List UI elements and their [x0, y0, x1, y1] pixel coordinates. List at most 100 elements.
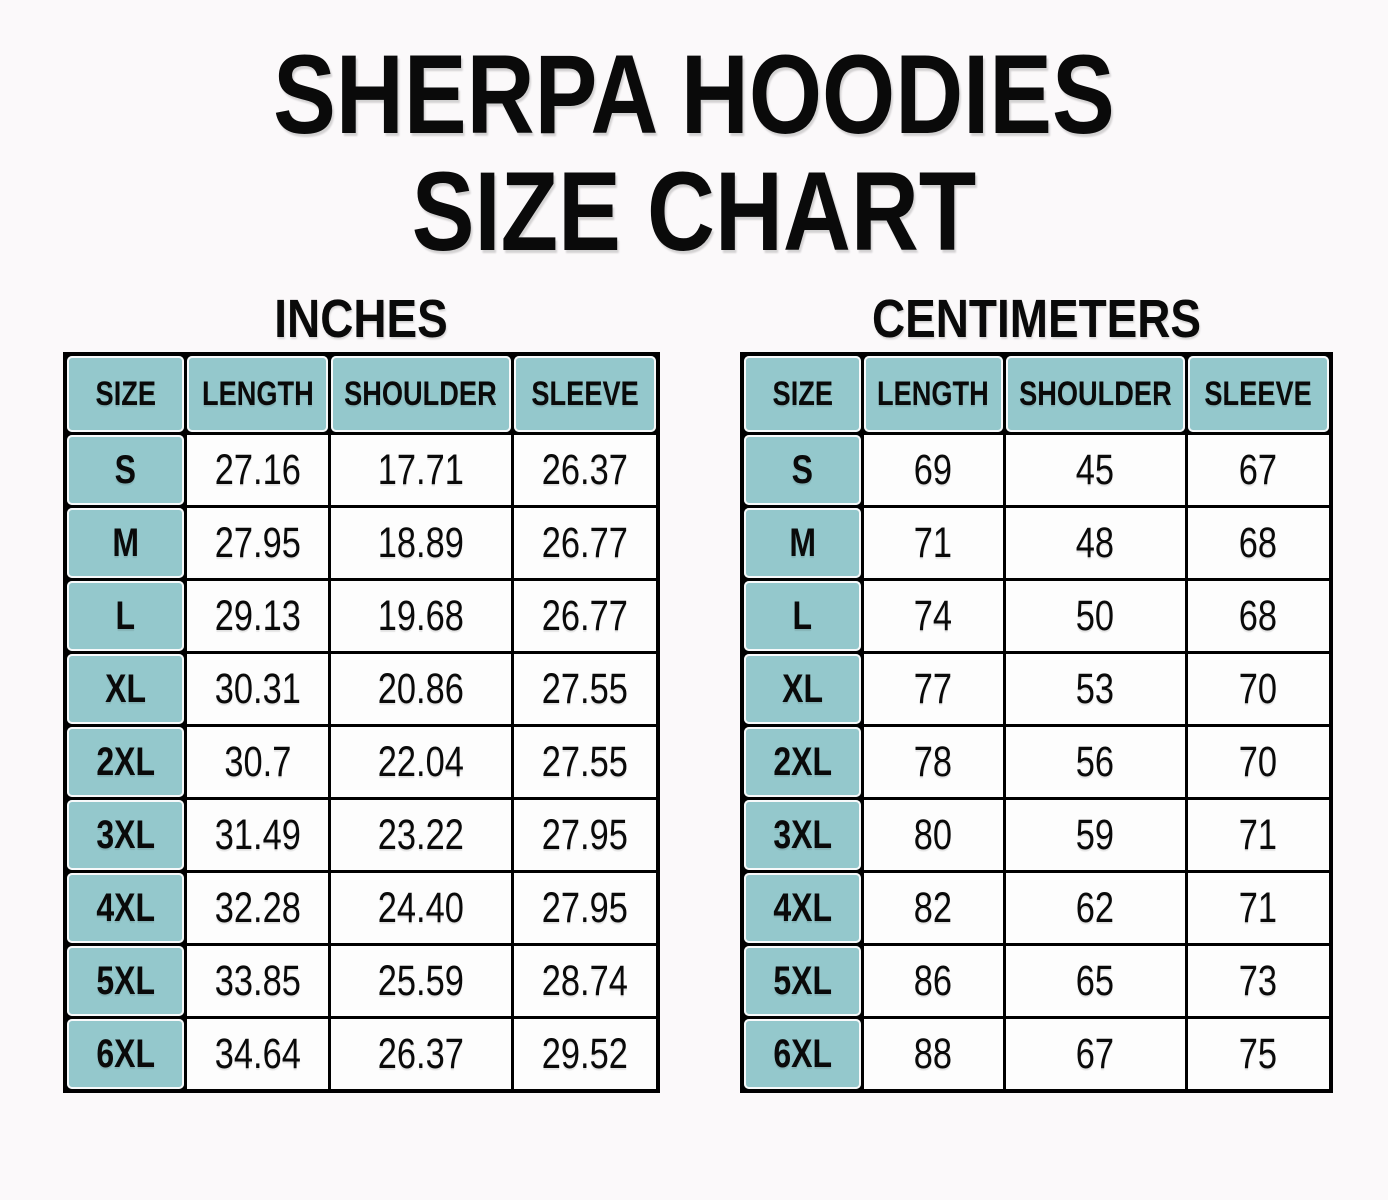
- size-label-cell: 2XL: [67, 727, 185, 797]
- size-label-cell-text: M: [112, 520, 140, 565]
- size-label-cell-text: 2XL: [772, 739, 832, 784]
- measurement-value-cell: 71: [1187, 800, 1329, 870]
- size-label-cell-text: S: [115, 447, 137, 492]
- measurement-value-cell: 17.71: [330, 435, 511, 505]
- measurement-value-cell: 33.85: [187, 946, 328, 1016]
- measurement-value-cell-text: 48: [1076, 518, 1115, 567]
- measurement-value-cell: 68: [1187, 581, 1329, 651]
- size-label-cell: 6XL: [744, 1019, 861, 1089]
- column-header-cell-text: SHOULDER: [344, 374, 498, 413]
- measurement-value-cell-text: 88: [914, 1029, 953, 1078]
- measurement-value-cell-text: 67: [1076, 1029, 1115, 1078]
- column-header-cell-text: SIZE: [95, 374, 156, 413]
- measurement-value-cell-text: 67: [1239, 445, 1278, 494]
- measurement-value-cell: 27.95: [513, 800, 656, 870]
- measurement-value-cell: 68: [1187, 508, 1329, 578]
- measurement-value-cell: 27.55: [513, 727, 656, 797]
- column-header-cell: SLEEVE: [1187, 356, 1329, 432]
- measurement-value-cell-text: 34.64: [214, 1029, 301, 1078]
- measurement-value-cell-text: 50: [1076, 591, 1115, 640]
- column-header-cell: SLEEVE: [513, 356, 656, 432]
- measurement-value-cell: 18.89: [330, 508, 511, 578]
- measurement-value-cell: 59: [1005, 800, 1185, 870]
- size-label-cell: S: [744, 435, 861, 505]
- measurement-value-cell: 88: [863, 1019, 1003, 1089]
- measurement-value-cell-text: 27.55: [541, 737, 628, 786]
- size-label-cell: 5XL: [744, 946, 861, 1016]
- measurement-value-cell-text: 71: [914, 518, 953, 567]
- measurement-value-cell-text: 31.49: [214, 810, 301, 859]
- measurement-value-cell-text: 17.71: [377, 445, 464, 494]
- measurement-value-cell-text: 24.40: [377, 883, 464, 932]
- size-label-cell: M: [67, 508, 185, 578]
- size-label-cell-text: 5XL: [772, 958, 832, 1003]
- size-label-cell: 3XL: [744, 800, 861, 870]
- measurement-value-cell: 70: [1187, 654, 1329, 724]
- size-label-cell: XL: [744, 654, 861, 724]
- page-title: SHERPA HOODIES SIZE CHART: [0, 36, 1388, 270]
- column-header-cell-text: SIZE: [772, 374, 833, 413]
- column-header-cell: LENGTH: [187, 356, 328, 432]
- measurement-value-cell-text: 74: [914, 591, 953, 640]
- measurement-value-cell: 71: [1187, 873, 1329, 943]
- measurement-value-cell: 45: [1005, 435, 1185, 505]
- measurement-value-cell-text: 75: [1239, 1029, 1278, 1078]
- measurement-value-cell: 67: [1005, 1019, 1185, 1089]
- measurement-value-cell: 75: [1187, 1019, 1329, 1089]
- column-header-cell: SHOULDER: [330, 356, 511, 432]
- measurement-value-cell-text: 20.86: [377, 664, 464, 713]
- centimeters-table-section: CENTIMETERS SIZE LENGTH SHOULDER SLEEVE S 69 4…: [740, 289, 1333, 1093]
- size-label-cell-text: 6XL: [96, 1031, 156, 1076]
- size-label-cell: 4XL: [744, 873, 861, 943]
- size-label-cell-text: L: [115, 593, 136, 638]
- size-label-cell-text: 3XL: [772, 812, 832, 857]
- measurement-value-cell-text: 27.16: [214, 445, 301, 494]
- measurement-value-cell-text: 56: [1076, 737, 1115, 786]
- measurement-value-cell-text: 26.37: [377, 1029, 464, 1078]
- measurement-value-cell: 48: [1005, 508, 1185, 578]
- size-label-cell: 6XL: [67, 1019, 185, 1089]
- measurement-value-cell: 30.31: [187, 654, 328, 724]
- measurement-value-cell: 26.77: [513, 581, 656, 651]
- measurement-value-cell-text: 27.95: [541, 883, 628, 932]
- measurement-value-cell-text: 68: [1239, 518, 1278, 567]
- size-label-cell-text: XL: [105, 666, 147, 711]
- measurement-value-cell-text: 71: [1239, 883, 1278, 932]
- measurement-value-cell-text: 33.85: [214, 956, 301, 1005]
- size-label-cell: L: [744, 581, 861, 651]
- size-label-cell-text: S: [791, 447, 813, 492]
- measurement-value-cell: 20.86: [330, 654, 511, 724]
- measurement-value-cell-text: 26.77: [541, 591, 628, 640]
- measurement-value-cell-text: 26.77: [541, 518, 628, 567]
- measurement-value-cell: 26.37: [513, 435, 656, 505]
- measurement-value-cell-text: 86: [914, 956, 953, 1005]
- measurement-value-cell: 27.16: [187, 435, 328, 505]
- measurement-value-cell: 24.40: [330, 873, 511, 943]
- measurement-value-cell: 62: [1005, 873, 1185, 943]
- measurement-value-cell: 53: [1005, 654, 1185, 724]
- size-label-cell: L: [67, 581, 185, 651]
- measurement-value-cell: 19.68: [330, 581, 511, 651]
- size-label-cell-text: 4XL: [772, 885, 832, 930]
- measurement-value-cell: 34.64: [187, 1019, 328, 1089]
- measurement-value-cell-text: 18.89: [377, 518, 464, 567]
- size-label-cell-text: L: [792, 593, 813, 638]
- measurement-value-cell-text: 65: [1076, 956, 1115, 1005]
- measurement-value-cell-text: 19.68: [377, 591, 464, 640]
- centimeters-table-title-text: CENTIMETERS: [872, 289, 1201, 349]
- measurement-value-cell: 80: [863, 800, 1003, 870]
- column-header-cell-text: LENGTH: [877, 374, 990, 413]
- centimeters-table: SIZE LENGTH SHOULDER SLEEVE S 69 45 67 M 71 48 68 L 7…: [740, 352, 1333, 1093]
- measurement-value-cell-text: 27.95: [214, 518, 301, 567]
- measurement-value-cell: 32.28: [187, 873, 328, 943]
- column-header-cell-text: LENGTH: [201, 374, 314, 413]
- measurement-value-cell: 86: [863, 946, 1003, 1016]
- page-title-line1: SHERPA HOODIES: [273, 32, 1115, 157]
- measurement-value-cell: 27.55: [513, 654, 656, 724]
- measurement-value-cell-text: 29.52: [541, 1029, 628, 1078]
- measurement-value-cell: 78: [863, 727, 1003, 797]
- page-title-line2: SIZE CHART: [411, 149, 977, 274]
- measurement-value-cell: 69: [863, 435, 1003, 505]
- measurement-value-cell: 25.59: [330, 946, 511, 1016]
